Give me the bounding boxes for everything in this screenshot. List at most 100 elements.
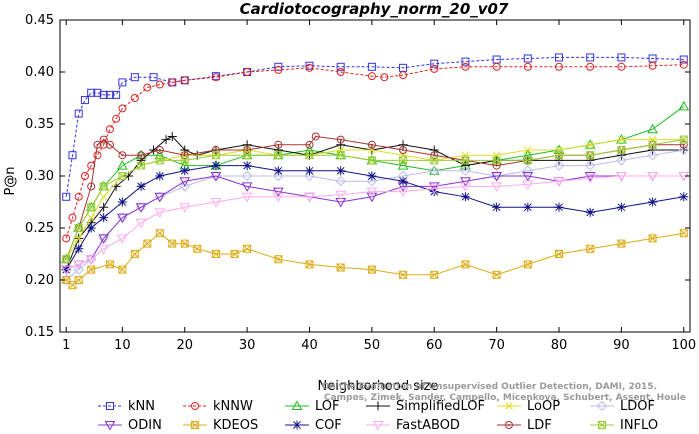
data-point-inflo-cross (399, 156, 407, 165)
data-point-kdeos (155, 229, 164, 238)
legend-label-knn: kNN (128, 399, 155, 414)
data-point-ldf-center (90, 185, 93, 188)
data-point-inflo (523, 156, 532, 165)
data-point-kdeos (461, 260, 470, 269)
legend-marker-ldof (596, 400, 608, 412)
legend-item-knnw: kNNW (183, 399, 253, 414)
legend-item-cof: COF (285, 418, 342, 433)
data-point-ldf-center (246, 149, 249, 151)
data-point-knnw (648, 61, 657, 70)
data-point-ldf-center (102, 138, 105, 141)
data-point-loop (99, 192, 108, 201)
data-point-kdeos (367, 265, 376, 274)
data-point-knnw (399, 71, 408, 80)
data-point-inflo-cross (243, 151, 251, 160)
legend-marker-lof (291, 400, 303, 410)
y-tick-label: 0.30 (25, 169, 54, 184)
data-point-loop (586, 140, 595, 149)
data-point-knnw (274, 65, 283, 74)
data-point-odin (366, 192, 378, 203)
data-point-inflo (118, 172, 127, 180)
data-point-cof (136, 181, 146, 191)
data-point-knnw (211, 73, 220, 82)
data-point-kdeos (68, 281, 77, 290)
data-point-ldf (118, 151, 127, 160)
data-point-odin (241, 182, 253, 192)
data-point-ldf (105, 140, 114, 149)
data-point-knnw (68, 213, 77, 222)
data-point-loop (523, 146, 532, 154)
data-point-odin (272, 187, 284, 198)
data-point-ldf (336, 135, 345, 144)
data-point-kdeos (230, 250, 239, 258)
data-point-fastabod (522, 180, 534, 190)
data-point-kdeos-cross (168, 239, 177, 248)
legend-label-simplifiedlof: SimplifiedLOF (396, 399, 485, 414)
data-point-inflo (367, 156, 376, 165)
data-point-knnw (523, 62, 532, 71)
x-tick-label: 1 (62, 338, 70, 353)
data-point-inflo (399, 156, 408, 165)
legend-label-lof: LOF (315, 399, 340, 414)
data-point-inflo-cross (336, 151, 345, 160)
data-point-kdeos (118, 265, 127, 274)
data-point-knn (112, 90, 121, 99)
data-point-simplifiedlof (336, 140, 346, 150)
data-point-kdeos-cross (74, 276, 83, 284)
data-point-knnw (679, 60, 688, 69)
data-point-inflo-cross (368, 156, 376, 165)
data-point-inflo-cross (430, 156, 439, 165)
data-point-cof (99, 213, 109, 223)
legend-marker-ldf-center (508, 424, 510, 426)
data-point-odin (135, 203, 147, 213)
data-point-kdeos (305, 260, 314, 269)
plot-area (59, 19, 691, 333)
data-point-knnw (168, 78, 177, 87)
data-point-inflo (305, 151, 314, 160)
data-point-ldf (305, 140, 314, 149)
data-point-ldof (584, 160, 596, 171)
data-point-knnw (99, 140, 108, 149)
data-point-ldf-center (121, 154, 124, 157)
data-point-knn (555, 53, 564, 62)
data-point-inflo-cross (648, 140, 657, 149)
data-point-kdeos-cross (193, 244, 202, 253)
data-point-inflo-cross (155, 156, 164, 165)
data-point-kdeos (211, 250, 220, 258)
data-point-cof (117, 197, 127, 207)
data-point-knn (87, 88, 96, 97)
data-point-inflo (274, 151, 283, 160)
data-point-ldf-center (183, 154, 186, 157)
x-tick-label: 40 (301, 338, 318, 353)
data-point-fastabod (179, 203, 191, 213)
legend-marker-kdeos-cross (191, 421, 199, 429)
data-point-kdeos-cross (243, 244, 251, 253)
data-point-fastabod (397, 187, 409, 198)
data-point-inflo-cross (87, 203, 96, 212)
data-point-simplifiedlof (429, 145, 439, 155)
data-point-inflo-cross (212, 151, 220, 160)
data-point-simplifiedlof (398, 140, 408, 150)
data-point-fastabod (117, 234, 128, 244)
data-point-ldf (311, 132, 320, 141)
x-axis-label: Neighborhood size (318, 379, 439, 394)
data-point-kdeos-cross (648, 234, 657, 243)
data-point-simplifiedlof (180, 145, 190, 155)
legend-label-odin: ODIN (128, 418, 162, 433)
data-point-ldof (429, 165, 440, 177)
data-point-kdeos (492, 270, 501, 279)
data-point-knn (68, 151, 77, 160)
data-point-knn (118, 78, 127, 87)
legend-marker-inflo-cross (598, 421, 606, 429)
data-point-odin (210, 172, 222, 182)
data-point-lof (397, 160, 409, 170)
data-point-ldf-center (433, 154, 436, 157)
data-point-kdeos-cross (87, 265, 96, 274)
data-point-knn (430, 59, 439, 68)
series-line-knn (65, 56, 684, 197)
data-point-cof (242, 161, 252, 171)
legend-marker-knn (106, 402, 114, 410)
y-axis: 0.15 0.20 0.25 0.30 0.35 0.40 0.45 (25, 13, 690, 340)
x-tick-label: 20 (176, 338, 193, 353)
